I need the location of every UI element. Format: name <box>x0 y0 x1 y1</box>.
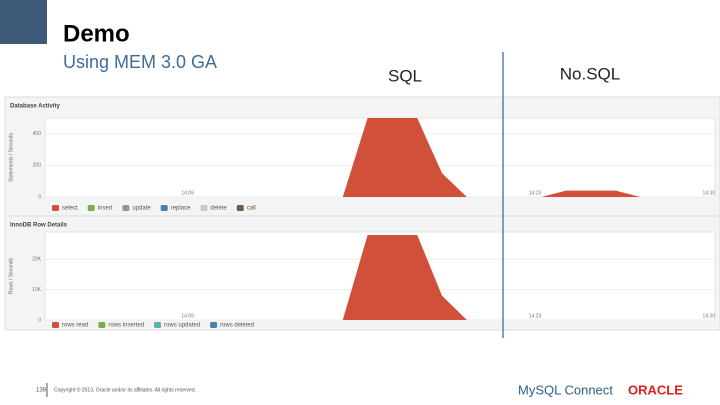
legend-label: replace <box>171 206 191 212</box>
slide-title: Demo <box>63 20 130 47</box>
slide-subtitle: Using MEM 3.0 GA <box>63 52 217 72</box>
legend-label: insert <box>98 206 113 212</box>
x-tick-label: 14:23 <box>529 190 542 196</box>
legend-swatch <box>236 205 244 211</box>
x-tick-label: 14:30 <box>702 190 715 196</box>
legend-swatch <box>160 205 168 211</box>
x-tick-label: 14:23 <box>529 313 542 319</box>
legend-swatch <box>122 205 130 211</box>
x-tick-label: 14:30 <box>702 313 715 319</box>
legend-label: rows read <box>62 323 88 329</box>
legend-swatch <box>87 205 95 211</box>
y-tick-label: 10K <box>32 287 42 293</box>
legend-swatch <box>154 322 162 328</box>
charts: Database Activity Statements / Seconds 0 20… <box>5 104 720 329</box>
area <box>45 118 715 197</box>
chart-title: Database Activity <box>10 104 60 110</box>
y-axis-label: Statements / Seconds <box>8 133 14 182</box>
legend-label: select <box>62 206 78 212</box>
mysql-logo: MySQL Connect <box>518 382 613 397</box>
legend-label: update <box>132 206 151 212</box>
legend-label: rows deleted <box>220 323 254 329</box>
chart-title: InnoDB Row Details <box>10 223 68 229</box>
oracle-logo: ORACLE <box>628 382 683 397</box>
y-tick-label: 0 <box>38 194 41 200</box>
column-label: SQL <box>388 66 422 85</box>
y-tick-label: 400 <box>33 131 42 137</box>
corner-block <box>0 0 47 44</box>
legend-label: call <box>247 206 256 212</box>
x-tick-label: 14:09 <box>181 313 194 319</box>
y-tick-label: 0 <box>38 317 41 323</box>
legend-swatch <box>98 322 106 328</box>
copyright: Copyright © 2013, Oracle and/or its affi… <box>54 386 196 393</box>
column-label: No.SQL <box>560 64 620 83</box>
legend-swatch <box>52 322 59 328</box>
legend-swatch <box>210 322 218 328</box>
legend-swatch <box>200 205 208 211</box>
legend-label: rows inserted <box>108 323 144 329</box>
y-tick-label: 200 <box>33 163 42 169</box>
legend-label: delete <box>210 206 227 212</box>
legend-swatch <box>52 205 59 211</box>
y-axis-label: Rows / Seconds <box>8 257 14 294</box>
area <box>45 235 715 320</box>
legend-label: rows updated <box>164 323 200 329</box>
y-tick-label: 20K <box>32 257 42 263</box>
x-tick-label: 14:09 <box>181 190 194 196</box>
page-number: 138 <box>36 388 47 394</box>
